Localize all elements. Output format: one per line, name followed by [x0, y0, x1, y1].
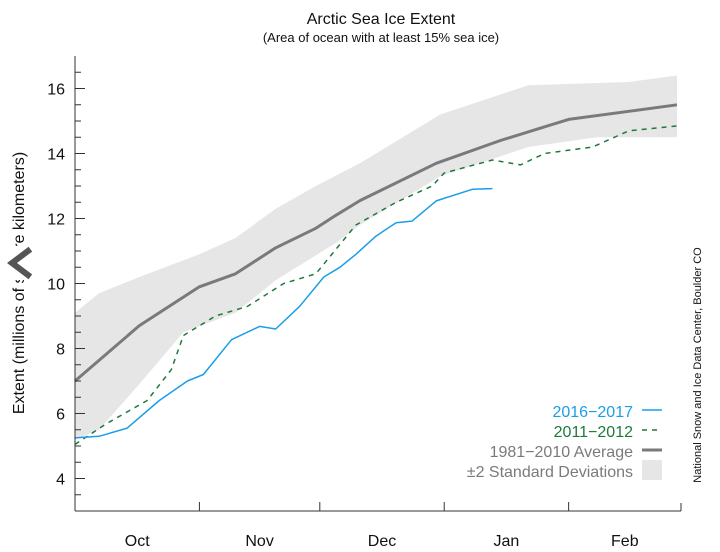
y-tick-label: 10	[47, 277, 65, 294]
x-tick-label: Feb	[611, 533, 639, 550]
legend-label-average: 1981−2010 Average	[490, 444, 634, 461]
legend-swatch-std-dev	[642, 460, 662, 480]
y-tick-label: 8	[56, 342, 65, 359]
y-tick-label: 14	[47, 147, 65, 164]
y-tick-label: 12	[47, 212, 65, 229]
chart-subtitle: (Area of ocean with at least 15% sea ice…	[263, 30, 499, 45]
x-tick-label: Nov	[245, 533, 273, 550]
series-line-1981-2010-average	[74, 103, 678, 383]
legend: 2016−2017 2011−2012 1981−2010 Average ±2…	[467, 404, 662, 481]
y-tick-label: 16	[47, 82, 65, 99]
x-tick-label: Oct	[125, 533, 150, 550]
y-tick-label: 4	[56, 472, 65, 489]
legend-label-2016-2017: 2016−2017	[552, 404, 633, 421]
y-axis-label: Extent (millions of square kilometers)	[11, 152, 28, 414]
chart-title: Arctic Sea Ice Extent	[307, 11, 456, 28]
credit-text: National Snow and Ice Data Center, Bould…	[692, 247, 704, 483]
series-line-2016-2017	[74, 187, 493, 439]
std-dev-band	[75, 75, 677, 440]
legend-label-2011-2012: 2011−2012	[554, 424, 633, 441]
series-line-2011-2012	[74, 125, 678, 446]
chevron-left-icon[interactable]	[6, 246, 36, 280]
x-tick-label: Jan	[494, 533, 520, 550]
legend-label-std-dev: ±2 Standard Deviations	[467, 464, 633, 481]
x-tick-label: Dec	[368, 533, 396, 550]
y-tick-label: 6	[56, 407, 65, 424]
plot-area: 4 6 8 10 12 14 16 Oct Nov Dec Jan Feb	[47, 56, 682, 550]
